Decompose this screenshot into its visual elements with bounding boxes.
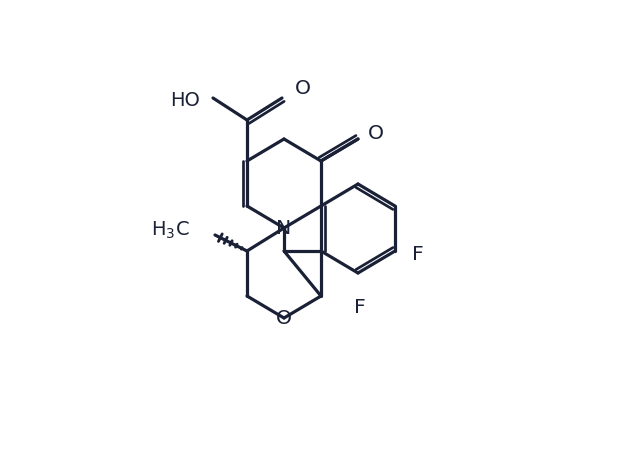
Text: O: O xyxy=(276,308,292,328)
Text: N: N xyxy=(276,219,292,237)
Text: O: O xyxy=(368,124,384,142)
Text: O: O xyxy=(295,78,311,97)
Text: F: F xyxy=(354,298,366,317)
Text: HO: HO xyxy=(170,91,200,110)
Text: F: F xyxy=(412,244,424,264)
Text: H$_3$C: H$_3$C xyxy=(151,219,190,241)
